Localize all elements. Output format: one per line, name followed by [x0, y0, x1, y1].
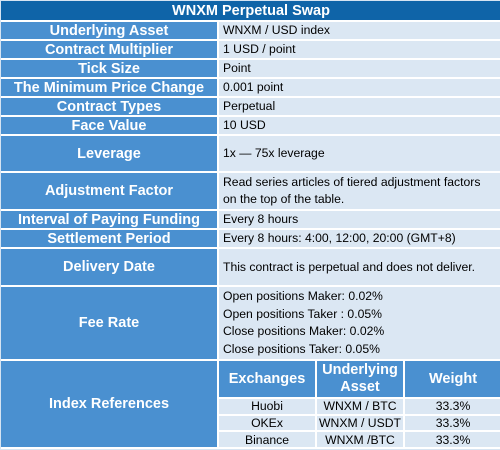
- spec-label: Interval of Paying Funding: [1, 211, 219, 230]
- spec-label: Settlement Period: [1, 230, 219, 249]
- index-weight: 33.3%: [405, 432, 500, 447]
- index-row: Binance WNXM /BTC 33.3%: [219, 432, 500, 447]
- spec-row-delivery-date: Delivery Date This contract is perpetual…: [1, 249, 500, 287]
- fee-rate-values: Open positions Maker: 0.02% Open positio…: [219, 287, 500, 361]
- spec-label: Contract Types: [1, 98, 219, 117]
- spec-label: Leverage: [1, 136, 219, 173]
- spec-label: Underlying Asset: [1, 22, 219, 41]
- index-underlying: WNXM / USDT: [317, 415, 405, 433]
- spec-value: Point: [219, 60, 500, 79]
- spec-row-leverage: Leverage 1x — 75x leverage: [1, 136, 500, 173]
- index-header: Underlying Asset: [317, 361, 405, 399]
- fee-line: Close positions Maker: 0.02%: [223, 324, 385, 338]
- spec-row-tick-size: Tick Size Point: [1, 60, 500, 79]
- spec-label: Adjustment Factor: [1, 173, 219, 211]
- index-exchange: OKEx: [219, 415, 317, 433]
- index-header-row: Exchanges Underlying Asset Weight: [219, 361, 500, 399]
- spec-value: This contract is perpetual and does not …: [219, 249, 500, 287]
- spec-row-settlement-period: Settlement Period Every 8 hours: 4:00, 1…: [1, 230, 500, 249]
- spec-value: WNXM / USD index: [219, 22, 500, 41]
- index-exchange: Huobi: [219, 399, 317, 416]
- spec-label: Fee Rate: [1, 287, 219, 361]
- spec-row-underlying-asset: Underlying Asset WNXM / USD index: [1, 22, 500, 41]
- index-row: Huobi WNXM / BTC 33.3%: [219, 399, 500, 416]
- index-underlying: WNXM /BTC: [317, 432, 405, 447]
- spec-value: 0.001 point: [219, 79, 500, 98]
- fee-line: Open positions Maker: 0.02%: [223, 289, 383, 303]
- spec-value: Perpetual: [219, 98, 500, 117]
- fee-line: Close positions Taker: 0.05%: [223, 341, 380, 356]
- index-row: OKEx WNXM / USDT 33.3%: [219, 415, 500, 433]
- index-header: Weight: [405, 361, 500, 399]
- spec-row-adjustment-factor: Adjustment Factor Read series articles o…: [1, 173, 500, 211]
- spec-value: Read series articles of tiered adjustmen…: [219, 173, 500, 211]
- spec-label: Face Value: [1, 117, 219, 136]
- index-exchange: Binance: [219, 432, 317, 447]
- spec-row-contract-multiplier: Contract Multiplier 1 USD / point: [1, 41, 500, 60]
- spec-value: Every 8 hours: 4:00, 12:00, 20:00 (GMT+8…: [219, 230, 500, 249]
- spec-label: Index References: [1, 361, 219, 449]
- spec-label: The Minimum Price Change: [1, 79, 219, 98]
- spec-value: 1x — 75x leverage: [219, 136, 500, 173]
- table-title: WNXM Perpetual Swap: [1, 1, 500, 22]
- spec-label: Contract Multiplier: [1, 41, 219, 60]
- spec-row-minimum-price-change: The Minimum Price Change 0.001 point: [1, 79, 500, 98]
- spec-row-face-value: Face Value 10 USD: [1, 117, 500, 136]
- spec-label: Tick Size: [1, 60, 219, 79]
- fee-line: Open positions Taker : 0.05%: [223, 306, 382, 321]
- spec-row-funding-interval: Interval of Paying Funding Every 8 hours: [1, 211, 500, 230]
- spec-value: 10 USD: [219, 117, 500, 136]
- index-underlying: WNXM / BTC: [317, 399, 405, 416]
- spec-label: Delivery Date: [1, 249, 219, 287]
- index-references-cell: Exchanges Underlying Asset Weight Huobi …: [219, 361, 500, 449]
- index-weight: 33.3%: [405, 399, 500, 416]
- index-weight: 33.3%: [405, 415, 500, 433]
- index-references-table: Exchanges Underlying Asset Weight Huobi …: [219, 361, 500, 447]
- index-header: Exchanges: [219, 361, 317, 399]
- spec-row-contract-types: Contract Types Perpetual: [1, 98, 500, 117]
- spec-row-fee-rate: Fee Rate Open positions Maker: 0.02% Ope…: [1, 287, 500, 361]
- spec-value: 1 USD / point: [219, 41, 500, 60]
- spec-row-index-references: Index References Exchanges Underlying As…: [1, 361, 500, 449]
- spec-value: Every 8 hours: [219, 211, 500, 230]
